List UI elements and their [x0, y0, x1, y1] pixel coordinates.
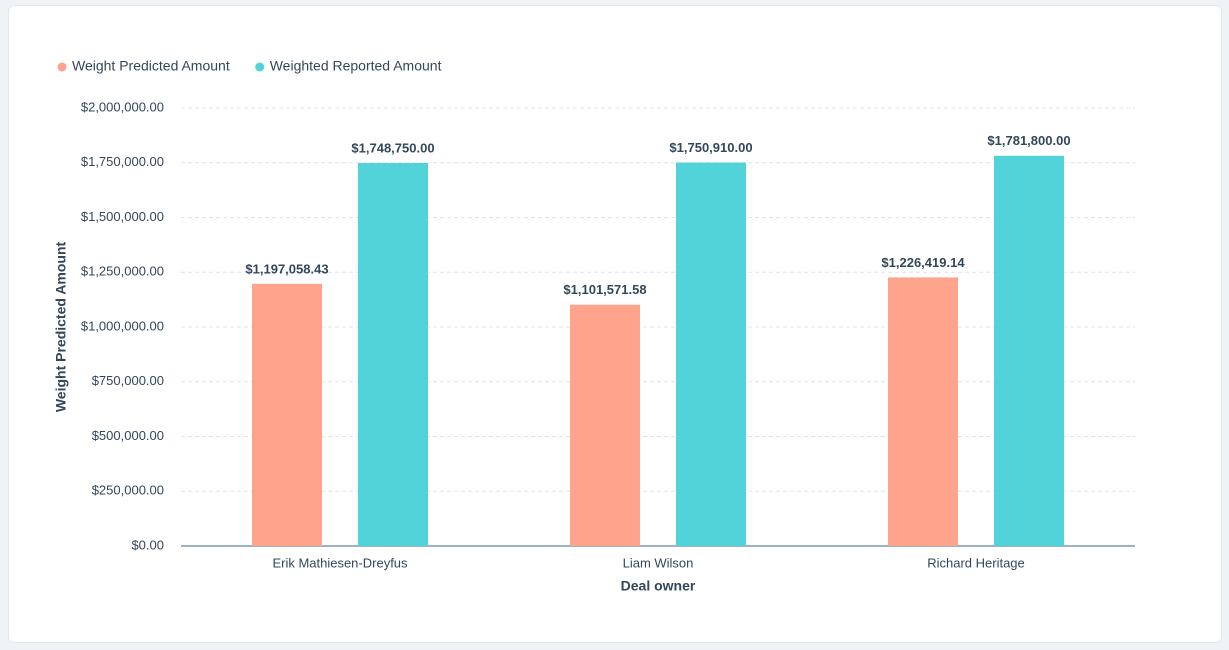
x-axis-title: Deal owner — [621, 578, 696, 594]
bar — [252, 283, 322, 546]
x-tick-label: Erik Mathiesen-Dreyfus — [272, 555, 408, 570]
value-label: $1,226,419.14 — [881, 255, 965, 270]
y-tick-label: $0.00 — [131, 537, 164, 552]
value-label: $1,748,750.00 — [351, 140, 434, 155]
y-tick-label: $1,250,000.00 — [81, 264, 164, 279]
y-tick-label: $250,000.00 — [92, 483, 164, 498]
x-tick-label: Richard Heritage — [927, 555, 1025, 570]
y-tick-label: $750,000.00 — [92, 373, 164, 388]
y-tick-label: $500,000.00 — [92, 428, 164, 443]
value-label: $1,750,910.00 — [669, 140, 752, 155]
legend-marker — [57, 62, 67, 72]
y-tick-label: $1,500,000.00 — [81, 209, 164, 224]
y-tick-label: $1,000,000.00 — [81, 318, 164, 333]
bar — [676, 162, 746, 546]
legend-label: Weight Predicted Amount — [72, 58, 230, 74]
y-axis-title: Weight Predicted Amount — [53, 241, 69, 412]
value-label: $1,781,800.00 — [987, 133, 1070, 148]
legend-label: Weighted Reported Amount — [270, 58, 442, 74]
y-tick-label: $1,750,000.00 — [81, 154, 164, 169]
legend-marker — [255, 62, 265, 72]
y-tick-label: $2,000,000.00 — [81, 99, 164, 114]
value-label: $1,197,058.43 — [245, 261, 328, 276]
bar — [994, 155, 1064, 546]
value-label: $1,101,571.58 — [563, 282, 646, 297]
bar — [888, 277, 958, 546]
bar — [570, 304, 640, 546]
bar — [358, 163, 428, 546]
x-tick-label: Liam Wilson — [623, 555, 694, 570]
